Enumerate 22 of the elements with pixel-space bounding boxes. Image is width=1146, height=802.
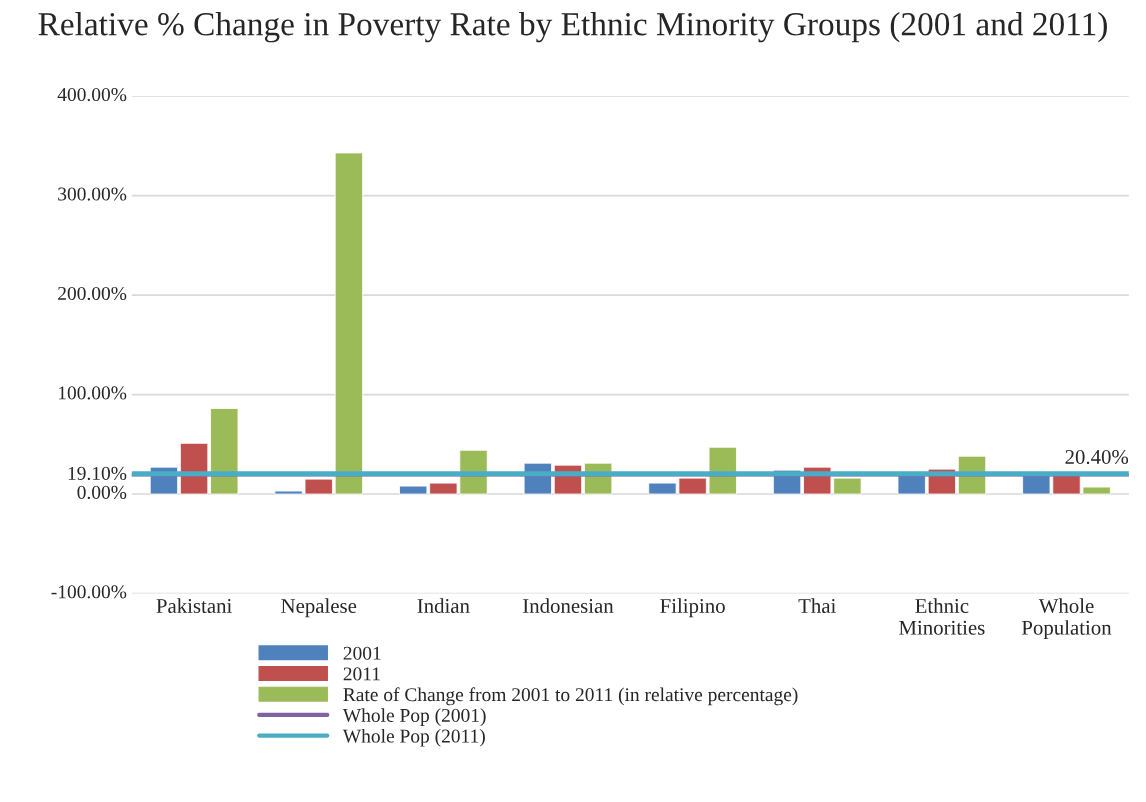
x-tick-label: Nepalese: [281, 598, 357, 618]
y-tick-label: 100.00%: [58, 386, 127, 400]
legend-label: Rate of Change from 2001 to 2011 (in relative percentage): [343, 687, 798, 706]
y-tick-label: 400.00%: [57, 87, 127, 102]
legend-label: 2001: [343, 646, 381, 660]
y-tick-label: 19.10%: [68, 466, 127, 480]
y-tick-label: 300.00%: [58, 187, 127, 201]
x-tick-label: Indonesian: [523, 598, 614, 613]
x-tick-label: Indian: [417, 598, 470, 613]
legend-label: Whole Pop (2001): [342, 708, 486, 726]
x-tick-label: Pakistani: [156, 598, 232, 613]
x-tick-label: Filipino: [660, 598, 725, 618]
legend-label: 2011: [343, 667, 380, 681]
x-tick-label: Whole Population: [1021, 598, 1112, 640]
x-tick-label: Ethnic Minorities: [899, 598, 985, 635]
annotation: 20.40%: [1065, 449, 1129, 465]
chart-title: Relative % Change in Poverty Rate by Ethnic Minority Groups (2001 and 2011): [38, 12, 1107, 43]
y-tick-label: -100.00%: [51, 585, 127, 599]
x-tick-label: Thai: [798, 598, 836, 613]
legend-label: Whole Pop (2011): [342, 728, 485, 747]
y-tick-label: 200.00%: [58, 286, 127, 301]
y-tick-label: 0.00%: [77, 485, 127, 499]
